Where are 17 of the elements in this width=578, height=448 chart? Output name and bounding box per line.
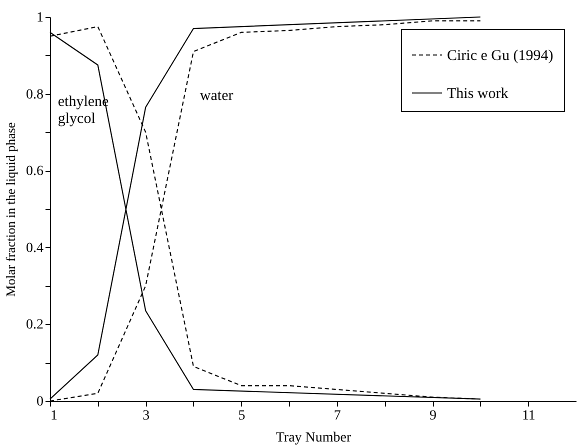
x-tick-label: 1 (50, 408, 58, 424)
annotation: water (200, 88, 234, 104)
y-tick-label: 0.8 (26, 87, 44, 102)
y-axis-title: Molar fraction in the liquid phase (3, 122, 18, 297)
y-tick-label: 0 (36, 394, 44, 410)
x-tick-label: 11 (522, 408, 536, 424)
y-tick-label: 0.4 (26, 240, 44, 256)
legend-label: Ciric e Gu (1994) (447, 48, 554, 64)
x-tick-label: 7 (334, 408, 341, 424)
x-axis-title: Tray Number (276, 430, 352, 446)
legend-label: This work (447, 86, 509, 102)
x-tick-label: 3 (142, 408, 150, 424)
x-tick-label: 9 (430, 408, 437, 424)
y-tick-label: 0.2 (26, 318, 44, 333)
y-tick-label: 1 (36, 10, 44, 26)
x-tick-label: 5 (238, 408, 246, 424)
y-tick-label: 0.6 (26, 164, 44, 180)
